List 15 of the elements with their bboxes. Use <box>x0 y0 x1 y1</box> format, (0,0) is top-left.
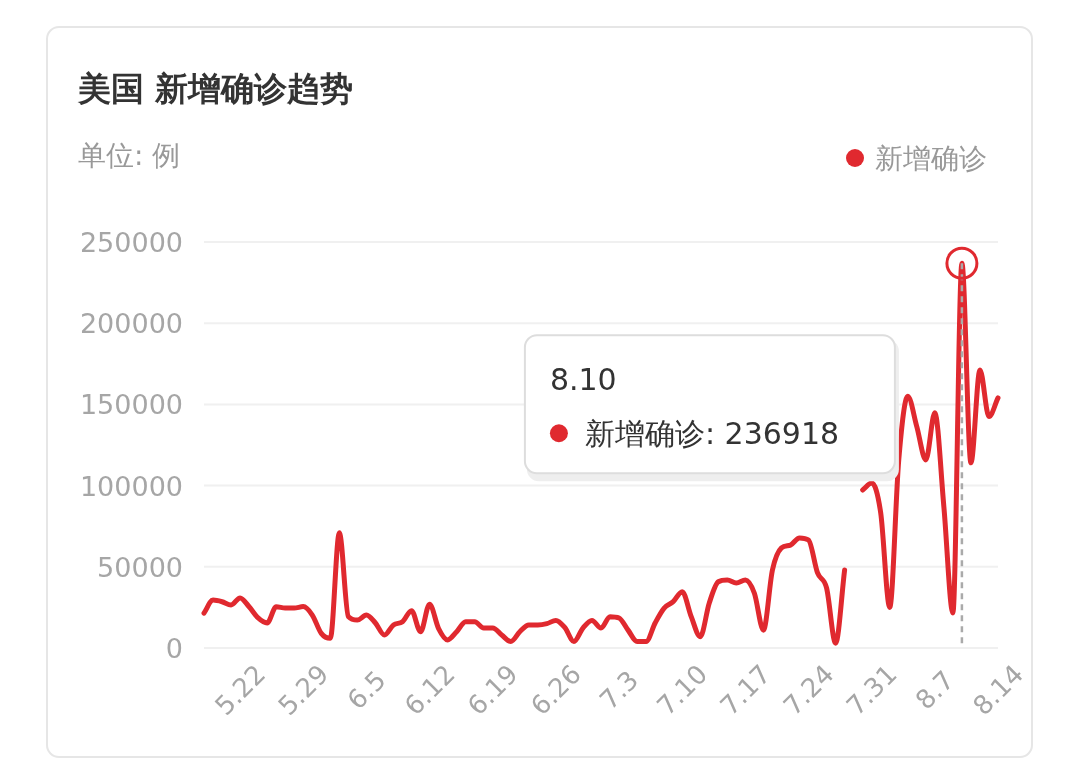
annotation: 新增确诊: 236918 <box>584 416 840 452</box>
y-tick-label: 50000 <box>97 551 183 583</box>
y-tick-label: 0 <box>165 633 183 664</box>
tooltip: 8.10 新增确诊: 236918 <box>523 334 899 482</box>
chart-subtitle: 单位: 例 <box>78 139 181 172</box>
x-tick-label: 6.5 <box>341 664 392 716</box>
chart-title: 美国 新增确诊趋势 <box>77 69 354 108</box>
y-tick-label: 100000 <box>79 470 183 502</box>
x-tick-label: 8.7 <box>909 664 961 716</box>
annotation: 8.10 <box>549 362 617 398</box>
legend-label: 新增确诊 <box>875 142 987 175</box>
y-tick-label: 150000 <box>79 389 183 421</box>
y-tick-label: 200000 <box>79 308 183 340</box>
y-tick-label: 250000 <box>79 227 183 258</box>
x-tick-label: 7.3 <box>593 664 645 716</box>
